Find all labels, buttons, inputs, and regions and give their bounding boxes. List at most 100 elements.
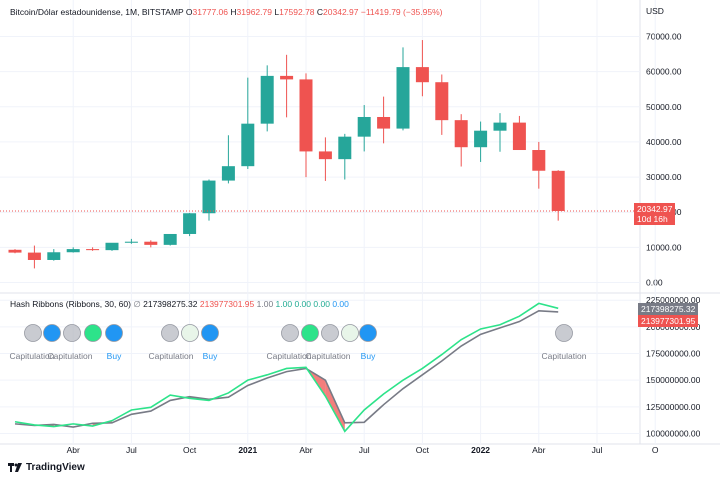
price-tick-label: 40000.00 (646, 137, 682, 147)
tradingview-logo-icon (8, 462, 22, 472)
signal-grey-circle (321, 324, 339, 342)
high-value: 31962.79 (236, 7, 272, 17)
candle-body (8, 249, 22, 253)
currency-label: USD (646, 6, 664, 16)
open-label: O (185, 7, 193, 17)
indicator-tick-label: 125000000.00 (646, 402, 701, 412)
signal-label: Buy (361, 351, 376, 361)
signal-blue-circle (43, 324, 61, 342)
indicator-tick-label: 150000000.00 (646, 375, 701, 385)
indicator-tick-label: 100000000.00 (646, 428, 701, 438)
time-tick-label: 2022 (471, 445, 490, 455)
candle-body (396, 67, 410, 129)
symbol-title: Bitcoin/Dólar estadounidense, 1M, BITSTA… (10, 7, 184, 17)
indicator-value-6: 0.00 (313, 299, 330, 309)
candle-body (512, 122, 526, 151)
time-tick-label: O (652, 445, 659, 455)
low-value: 17592.78 (279, 7, 315, 17)
signal-pale-circle (341, 324, 359, 342)
chart-header: Bitcoin/Dólar estadounidense, 1M, BITSTA… (10, 7, 442, 17)
signal-label: Capitulation (10, 351, 55, 361)
indicator-tag-fast: 217398275.32 (638, 303, 699, 315)
signal-blue-circle (201, 324, 219, 342)
open-value: 31777.06 (192, 7, 228, 17)
price-tick-label: 30000.00 (646, 172, 682, 182)
signal-pale-circle (181, 324, 199, 342)
tradingview-logo-text: TradingView (26, 462, 85, 473)
candle-body (241, 123, 255, 167)
signal-label: Buy (203, 351, 218, 361)
candle-body (299, 79, 313, 152)
price-tick-label: 70000.00 (646, 32, 682, 42)
fast-ribbon-line (14, 302, 559, 433)
time-tick-label: Abr (299, 445, 312, 455)
indicator-value-fast: 217398275.32 (143, 299, 198, 309)
indicator-value-3: 1.00 (256, 299, 274, 309)
last-price-value: 20342.97 (637, 204, 673, 214)
indicator-value-slow: 213977301.95 (199, 299, 255, 309)
change-value: −11419.79 (−35.95%) (360, 7, 443, 17)
signal-green-circle (301, 324, 319, 342)
signal-label: Capitulation (149, 351, 194, 361)
candle-body (280, 75, 294, 80)
signal-grey-circle (24, 324, 42, 342)
low-label: L (274, 7, 280, 17)
signal-blue-circle (359, 324, 377, 342)
candle-body (318, 151, 332, 160)
candle-body (338, 136, 352, 160)
candle-body (163, 233, 177, 245)
high-label: H (230, 7, 237, 17)
candle-body (221, 166, 235, 181)
signal-label: Buy (107, 351, 122, 361)
countdown-value: 10d 16h (637, 214, 668, 224)
time-tick-label: Oct (183, 445, 197, 455)
tradingview-logo[interactable]: TradingView (8, 462, 85, 473)
candle-body (435, 82, 449, 121)
signal-grey-circle (63, 324, 81, 342)
candle-body (105, 242, 119, 251)
indicator-tick-label: 225000000.00 (646, 295, 701, 305)
candle-body (66, 249, 80, 253)
ribbon-fill (325, 380, 345, 432)
time-tick-label: 2021 (238, 445, 257, 455)
time-tick-label: Abr (67, 445, 80, 455)
candle-body (493, 122, 507, 131)
candle-body (357, 116, 371, 137)
signal-blue-circle (105, 324, 123, 342)
candle-body (551, 170, 565, 211)
candle-body (183, 213, 197, 234)
candle-body (202, 180, 216, 214)
signal-label: Capitulation (306, 351, 351, 361)
price-tick-label: 60000.00 (646, 67, 682, 77)
candle-body (124, 241, 138, 243)
signal-grey-circle (555, 324, 573, 342)
indicator-legend[interactable]: Hash Ribbons (Ribbons, 30, 60) ∅ 2173982… (10, 299, 349, 310)
price-tick-label: 10000.00 (646, 242, 682, 252)
candle-body (454, 120, 468, 148)
candle-body (144, 241, 158, 245)
candle-body (415, 67, 429, 83)
candle-body (27, 252, 41, 260)
price-tick-label: 50000.00 (646, 102, 682, 112)
indicator-na-icon: ∅ (133, 299, 141, 309)
last-price-tag: 20342.97 10d 16h (634, 203, 676, 225)
signal-label: Capitulation (48, 351, 93, 361)
time-tick-label: Jul (126, 445, 137, 455)
time-tick-label: Jul (592, 445, 603, 455)
time-tick-label: Oct (416, 445, 430, 455)
signal-label: Capitulation (267, 351, 312, 361)
indicator-value-7: 0.00 (332, 299, 349, 309)
candle-body (532, 150, 546, 171)
indicator-title: Hash Ribbons (Ribbons, 30, 60) (10, 299, 131, 309)
candle-body (474, 130, 488, 148)
signal-grey-circle (281, 324, 299, 342)
indicator-tag-slow: 213977301.95 (638, 315, 699, 327)
candle-body (47, 252, 61, 260)
candle-body (86, 249, 100, 251)
candle-body (260, 75, 274, 124)
indicator-value-4: 1.00 (275, 299, 293, 309)
indicator-tick-label: 175000000.00 (646, 349, 701, 359)
close-label: C (316, 7, 324, 17)
price-tick-label: 0.00 (646, 277, 663, 287)
